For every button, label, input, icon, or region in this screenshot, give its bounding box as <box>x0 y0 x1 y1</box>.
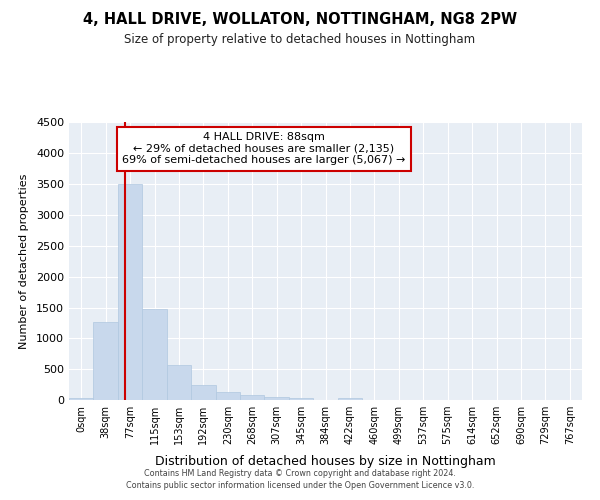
Bar <box>94 322 118 400</box>
Y-axis label: Number of detached properties: Number of detached properties <box>19 174 29 349</box>
Bar <box>215 392 240 400</box>
Bar <box>69 398 94 400</box>
Bar <box>118 184 142 400</box>
Text: 4, HALL DRIVE, WOLLATON, NOTTINGHAM, NG8 2PW: 4, HALL DRIVE, WOLLATON, NOTTINGHAM, NG8… <box>83 12 517 28</box>
Bar <box>265 396 289 400</box>
Bar <box>191 385 215 400</box>
Text: Size of property relative to detached houses in Nottingham: Size of property relative to detached ho… <box>124 32 476 46</box>
X-axis label: Distribution of detached houses by size in Nottingham: Distribution of detached houses by size … <box>155 456 496 468</box>
Text: 4 HALL DRIVE: 88sqm
← 29% of detached houses are smaller (2,135)
69% of semi-det: 4 HALL DRIVE: 88sqm ← 29% of detached ho… <box>122 132 406 166</box>
Text: Contains HM Land Registry data © Crown copyright and database right 2024.
Contai: Contains HM Land Registry data © Crown c… <box>126 468 474 490</box>
Bar <box>338 398 362 400</box>
Bar <box>240 395 265 400</box>
Bar <box>167 365 191 400</box>
Bar <box>289 398 313 400</box>
Bar <box>142 310 167 400</box>
